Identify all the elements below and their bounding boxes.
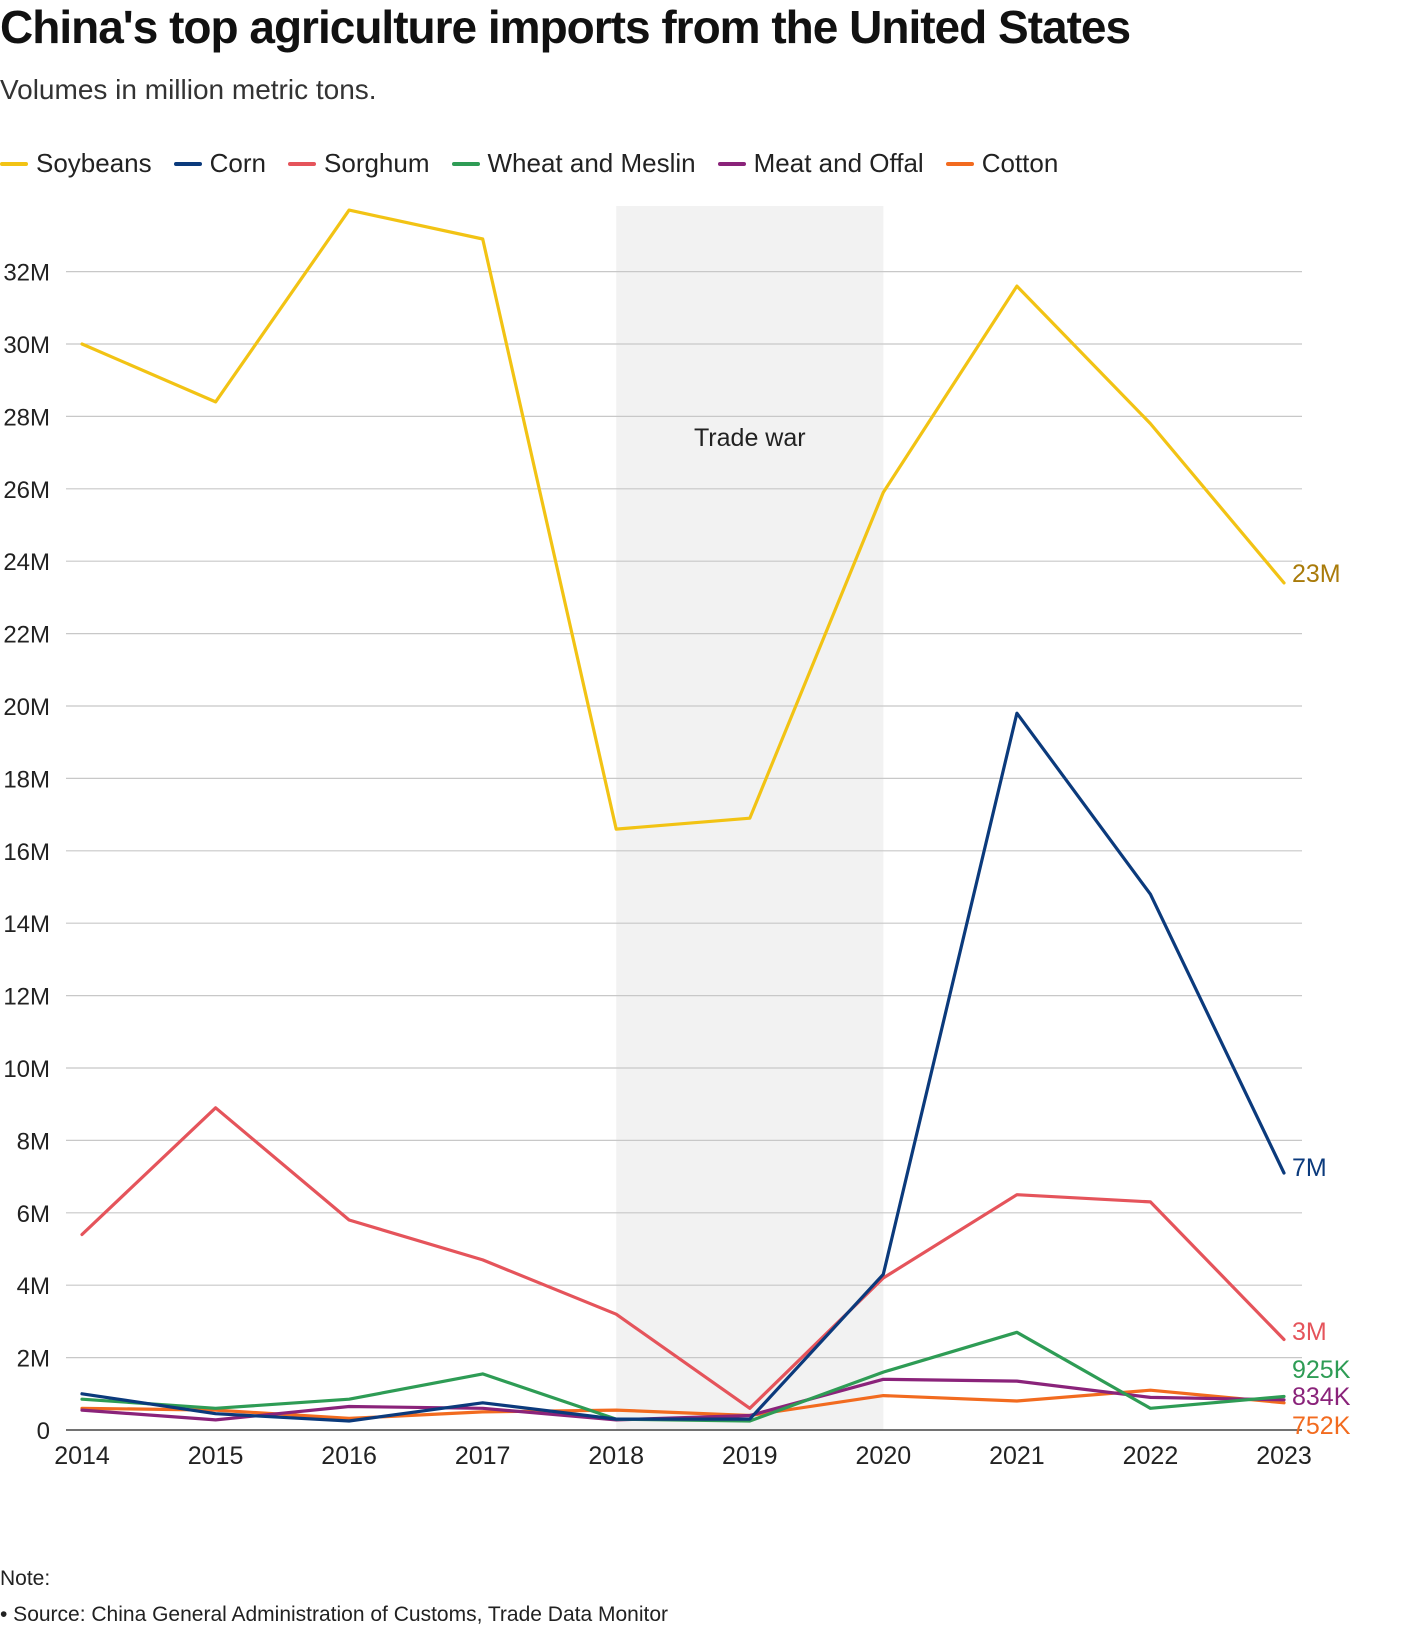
series-line-soybeans <box>80 208 1286 831</box>
legend-swatch <box>288 161 317 166</box>
y-tick-label: 10M <box>3 1056 50 1083</box>
legend-swatch <box>451 161 480 166</box>
x-tick-label: 2017 <box>455 1442 511 1470</box>
x-tick-label: 2022 <box>1123 1442 1179 1470</box>
legend-swatch <box>173 161 202 166</box>
end-label-cotton: 752K <box>1292 1412 1351 1440</box>
legend-item: Soybeans <box>0 148 152 179</box>
x-tick-label: 2021 <box>989 1442 1045 1470</box>
legend-item: Meat and Offal <box>717 148 924 179</box>
x-tick-label: 2015 <box>188 1442 244 1470</box>
y-tick-label: 24M <box>3 549 50 576</box>
legend-item: Wheat and Meslin <box>451 148 696 179</box>
y-tick-label: 18M <box>3 766 50 793</box>
y-tick-label: 4M <box>17 1273 50 1300</box>
legend-label: Cotton <box>981 148 1059 178</box>
end-label-sorghum: 3M <box>1292 1318 1327 1346</box>
trade-war-label: Trade war <box>694 424 806 452</box>
legend-label: Wheat and Meslin <box>487 148 696 178</box>
y-tick-label: 16M <box>3 839 50 866</box>
x-tick-label: 2023 <box>1256 1442 1312 1470</box>
y-tick-label: 32M <box>3 260 50 287</box>
chart-source: • Source: China General Administration o… <box>0 1603 668 1626</box>
y-tick-label: 26M <box>3 477 50 504</box>
series-line-corn <box>80 711 1286 1423</box>
legend-label: Soybeans <box>36 148 152 178</box>
y-tick-label: 14M <box>3 911 50 938</box>
y-tick-label: 22M <box>3 622 50 649</box>
x-tick-label: 2019 <box>722 1442 778 1470</box>
chart-legend: Soybeans Corn Sorghum Wheat and Meslin Meat … <box>0 148 1058 179</box>
y-tick-label: 28M <box>3 404 50 431</box>
legend-label: Meat and Offal <box>753 148 924 178</box>
legend-item: Cotton <box>945 148 1059 179</box>
end-label-soybeans: 23M <box>1292 560 1341 588</box>
y-tick-label: 0 <box>37 1418 50 1445</box>
x-tick-label: 2020 <box>856 1442 912 1470</box>
chart-subtitle: Volumes in million metric tons. <box>0 74 377 105</box>
x-tick-label: 2014 <box>54 1442 110 1470</box>
legend-swatch <box>717 161 746 166</box>
end-label-meat-and-offal: 834K <box>1292 1383 1351 1411</box>
chart-title: China's top agriculture imports from the… <box>0 1 1131 53</box>
y-tick-label: 8M <box>17 1128 50 1155</box>
legend-swatch <box>945 161 974 166</box>
x-tick-label: 2018 <box>588 1442 644 1470</box>
legend-label: Sorghum <box>324 148 430 178</box>
legend-label: Corn <box>209 148 267 178</box>
end-label-corn: 7M <box>1292 1154 1327 1182</box>
legend-item: Corn <box>173 148 267 179</box>
legend-item: Sorghum <box>288 148 430 179</box>
y-tick-label: 2M <box>17 1346 50 1373</box>
end-label-wheat-and-meslin: 925K <box>1292 1356 1351 1384</box>
chart-note: Note: <box>0 1567 51 1590</box>
y-tick-label: 6M <box>17 1201 50 1228</box>
y-tick-label: 12M <box>3 984 50 1011</box>
y-tick-label: 20M <box>3 694 50 721</box>
legend-swatch <box>0 161 28 166</box>
line-chart: Trade war 0 2M 4M 6M 8M 10M 12M 14M 16M 18M 20M 22M 2… <box>3 206 1351 1470</box>
x-tick-label: 2016 <box>321 1442 377 1470</box>
y-tick-label: 30M <box>3 332 50 359</box>
series-line-sorghum <box>80 1106 1286 1410</box>
